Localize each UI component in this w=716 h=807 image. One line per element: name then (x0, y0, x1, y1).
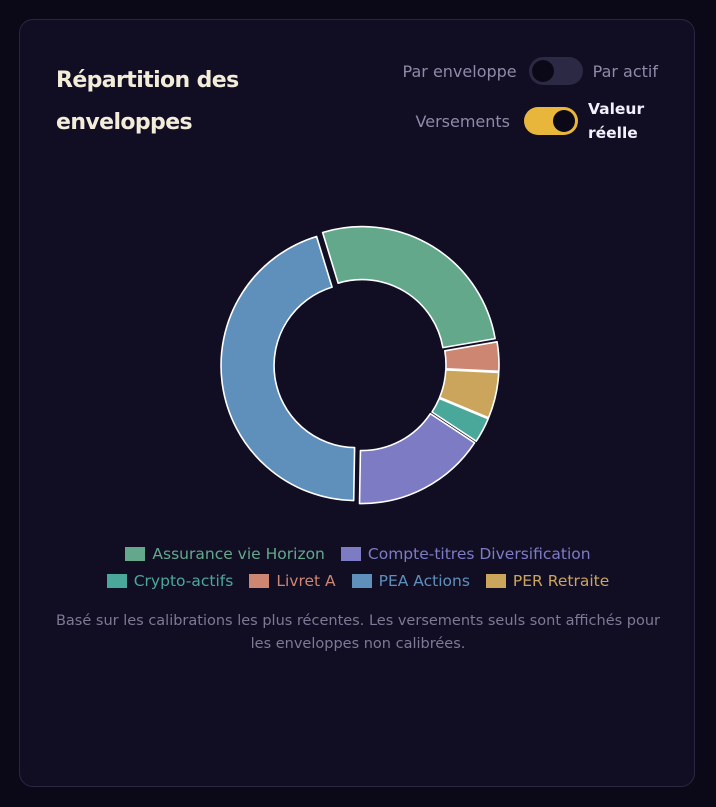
legend-label: Compte-titres Diversification (367, 544, 591, 563)
allocation-card: Répartition des enveloppes Par enveloppe… (19, 19, 695, 787)
legend-label: Assurance vie Horizon (152, 544, 325, 563)
legend-item[interactable]: PER Retraite (485, 571, 610, 590)
view-toggle-row: Par enveloppe Par actif (403, 56, 658, 86)
legend-item[interactable]: Crypto-actifs (106, 571, 234, 590)
donut-slice-pea-actions[interactable] (220, 235, 356, 502)
legend-label: PER Retraite (512, 571, 610, 590)
footnote: Basé sur les calibrations les plus récen… (55, 613, 661, 652)
legend-item[interactable]: Compte-titres Diversification (340, 544, 591, 563)
legend-item[interactable]: Livret A (249, 571, 336, 590)
legend-row: Assurance vie Horizon Compte-titres Diver… (20, 540, 696, 567)
legend-item[interactable]: PEA Actions (351, 571, 470, 590)
card-title: Répartition des enveloppes (56, 68, 239, 135)
switch-knob (553, 110, 575, 132)
legend-label: PEA Actions (378, 571, 470, 590)
value-toggle-row: Versements Valeur réelle (416, 98, 658, 144)
view-mode-switch[interactable] (528, 57, 583, 85)
chart-legend: Assurance vie Horizon Compte-titres Diver… (20, 540, 696, 594)
par-actif-label[interactable]: Par actif (592, 61, 658, 81)
legend-swatch (340, 546, 361, 561)
legend-swatch (485, 573, 506, 588)
legend-swatch (125, 546, 146, 561)
donut-slice-livret-a[interactable] (443, 340, 500, 373)
valeur-reelle-label[interactable]: Valeur réelle (588, 100, 645, 142)
par-enveloppe-label[interactable]: Par enveloppe (402, 61, 517, 81)
donut-slice-per-retraite[interactable] (438, 369, 500, 419)
donut-chart (220, 225, 500, 505)
legend-swatch (351, 573, 372, 588)
legend-swatch (249, 573, 270, 588)
legend-item[interactable]: Assurance vie Horizon (125, 544, 325, 563)
versements-label[interactable]: Versements (415, 111, 510, 131)
donut-slice-assurance-vie-horizon[interactable] (321, 225, 496, 349)
legend-row: Crypto-actifs Livret A PEA Actions PER Retr… (20, 567, 696, 594)
donut-slice-compte-titres-diversification[interactable] (358, 412, 476, 505)
donut-slice-crypto-actifs[interactable] (431, 397, 489, 442)
legend-swatch (106, 573, 127, 588)
legend-label: Crypto-actifs (133, 571, 234, 590)
value-mode-switch[interactable] (524, 107, 578, 135)
legend-label: Livret A (276, 571, 336, 590)
switch-knob (531, 60, 554, 82)
